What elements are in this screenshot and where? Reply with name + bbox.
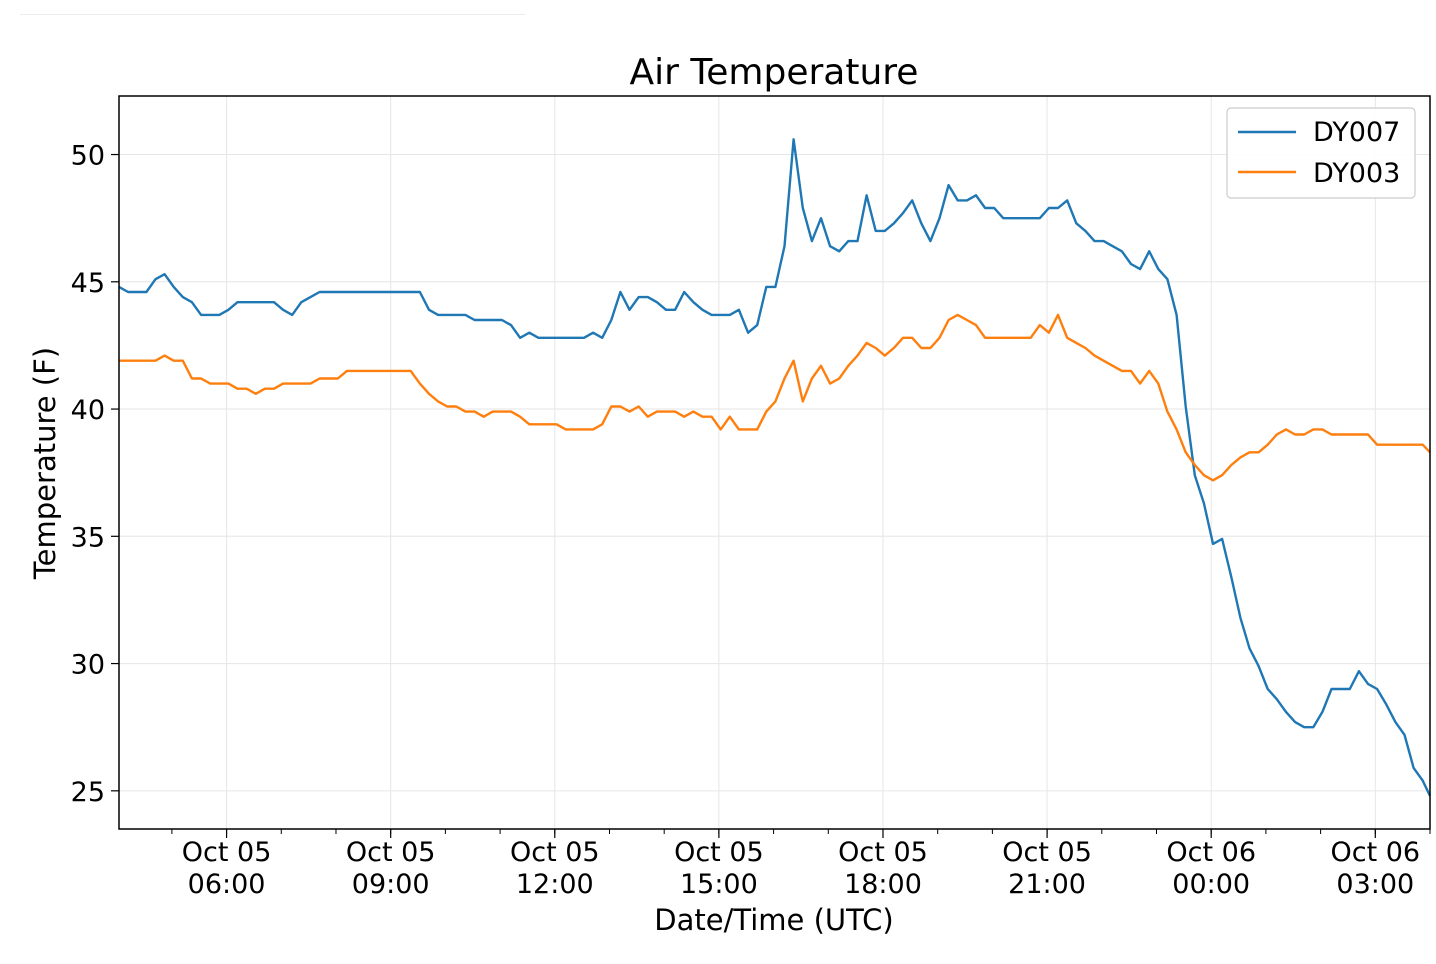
series-line-dy007 [118, 138, 1432, 797]
x-axis-label: Date/Time (UTC) [654, 903, 893, 937]
legend: DY007 DY003 [1226, 107, 1416, 199]
x-tick-label-time: 21:00 [1008, 869, 1086, 900]
x-tick-label-date: Oct 05 [182, 837, 272, 868]
series-line-dy003 [119, 313, 1431, 482]
y-tick-label: 50 [71, 141, 105, 172]
y-axis: 25 30 35 40 45 50 [71, 141, 119, 808]
y-tick-label: 35 [71, 522, 105, 553]
x-tick-label-date: Oct 06 [1166, 837, 1256, 868]
plot-frame [118, 95, 1431, 830]
x-tick-label-time: 06:00 [188, 869, 266, 900]
grid-lines [119, 96, 1430, 829]
chart-title: Air Temperature [630, 52, 919, 93]
legend-label-dy007: DY007 [1313, 117, 1400, 148]
y-tick-label: 30 [71, 650, 105, 681]
series-layer [118, 138, 1432, 797]
x-tick-label-time: 12:00 [516, 869, 594, 900]
x-tick-label-date: Oct 06 [1330, 837, 1420, 868]
y-tick-label: 25 [71, 777, 105, 808]
x-tick-label-date: Oct 05 [1002, 837, 1092, 868]
legend-box [1226, 107, 1416, 199]
x-tick-label-date: Oct 05 [674, 837, 764, 868]
x-tick-label-time: 00:00 [1172, 869, 1250, 900]
x-tick-label-time: 15:00 [680, 869, 758, 900]
y-tick-label: 40 [71, 395, 105, 426]
x-tick-label-time: 18:00 [844, 869, 922, 900]
x-tick-label-date: Oct 05 [510, 837, 600, 868]
y-tick-label: 45 [71, 268, 105, 299]
legend-label-dy003: DY003 [1313, 158, 1400, 189]
y-axis-label: Temperature (F) [28, 347, 62, 580]
x-tick-label-time: 03:00 [1336, 869, 1414, 900]
x-tick-label-date: Oct 05 [346, 837, 436, 868]
x-tick-label-date: Oct 05 [838, 837, 928, 868]
top-divider [20, 14, 525, 15]
x-tick-label-time: 09:00 [352, 869, 430, 900]
